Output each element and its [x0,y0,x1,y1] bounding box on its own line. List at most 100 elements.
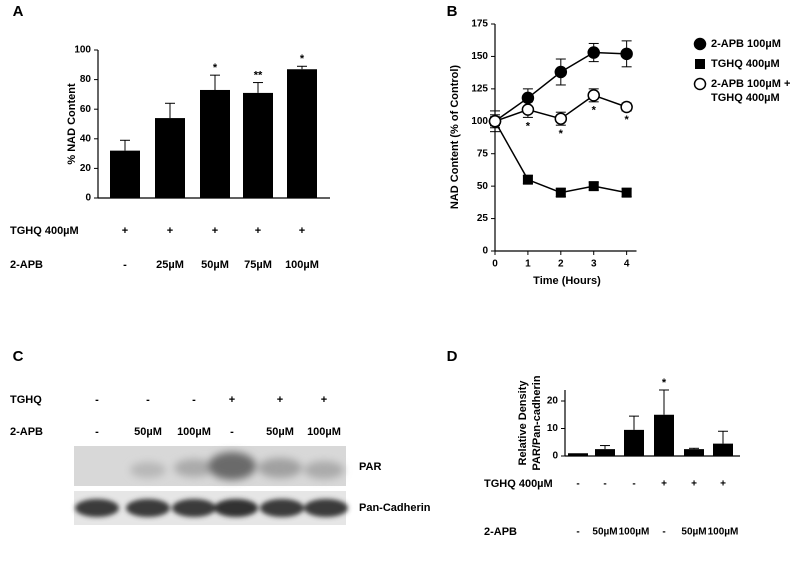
condition-label: TGHQ 400µM [484,478,553,490]
y-tick-label: 80 [80,74,92,85]
data-point [521,91,535,105]
legend-label: 2-APB 100µM + TGHQ 400µM [711,78,791,104]
x-tick-label: 0 [492,259,498,270]
y-tick-label: 50 [477,181,489,192]
condition-value: - [632,479,635,490]
y-tick-label: 40 [80,133,92,144]
significance: * [592,105,597,117]
condition-value: 100µM [307,426,341,438]
legend-label-box: 2-APB 100µM + TGHQ 400µM [711,78,791,104]
bar [624,429,644,456]
legend-label-group: 2-APB 100µM + TGHQ 400µM [711,78,791,104]
legend-label: TGHQ 400µM [711,58,780,70]
bar [110,150,140,198]
y-tick-label: 100 [471,116,488,127]
bar [287,69,317,199]
y-tick-label: 100 [74,45,91,56]
blot-image [74,446,348,525]
y-tick-label: 25 [477,213,489,224]
condition-value: - [192,394,196,406]
condition-value: 50µM [266,426,294,438]
condition-value: + [229,394,235,406]
condition-label: 2-APB [484,526,517,538]
legend-marker [695,59,705,69]
panel-label: B [447,3,458,20]
condition-value: + [122,225,128,237]
y-tick-label: 125 [471,83,488,94]
significance: * [662,377,667,389]
condition-value: 50µM [201,259,229,271]
y-axis-label-box: Relative Density PAR/Pan-cadherin [517,375,543,470]
data-point [620,100,633,114]
significance: * [300,53,305,65]
data-point [522,174,533,185]
condition-value: 50µM [681,527,706,538]
y-tick-label: 20 [80,163,92,174]
y-tick-label: 0 [482,246,488,257]
condition-value: - [230,426,234,438]
bar [684,449,704,456]
data-point [554,65,568,79]
condition-value: - [123,259,127,271]
x-tick-label: 4 [624,259,630,270]
bar [155,118,185,198]
condition-value: + [691,479,697,490]
band-label: PAR [359,461,381,473]
y-tick-label: 150 [471,51,488,62]
bar [243,92,273,198]
condition-value: + [167,225,173,237]
y-tick-label: 175 [471,19,488,30]
x-tick-label: 3 [591,259,597,270]
condition-label: 2-APB [10,259,43,271]
condition-value: 100µM [177,426,211,438]
condition-value: + [212,225,218,237]
y-tick-label: 60 [80,104,92,115]
data-point [621,187,632,198]
condition-value: - [576,479,579,490]
data-point [587,46,600,59]
legend-label-box: 2-APB 100µM [711,38,781,50]
bar [713,443,733,456]
y-tick-label: 10 [547,423,559,434]
par-smears [130,452,344,480]
condition-value: 50µM [134,426,162,438]
panel-label: C [13,348,24,365]
condition-value: 100µM [619,527,650,538]
data-point [554,112,568,125]
data-point [588,181,599,192]
legend-marker [693,37,707,51]
condition-value: + [277,394,283,406]
condition-value: - [95,426,99,438]
condition-value: + [661,479,667,490]
legend-label-box: TGHQ 400µM [711,58,780,70]
significance: ** [254,69,263,81]
condition-value: - [146,394,150,406]
condition-value: - [95,394,99,406]
condition-value: + [299,225,305,237]
data-point [620,47,633,61]
legend-label-group: 2-APB 100µM [711,38,781,50]
condition-value: 50µM [592,527,617,538]
x-axis-label: Time (Hours) [533,275,601,287]
y-axis-label-group: Relative Density PAR/Pan-cadherin [517,375,543,470]
bar [654,414,674,456]
bar [568,453,588,456]
y-tick-label: 0 [552,451,558,462]
data-point [488,115,502,128]
condition-value: 75µM [244,259,272,271]
condition-value: - [576,527,579,538]
y-axis-label: NAD Content (% of Control) [449,65,461,210]
x-tick-label: 2 [558,259,564,270]
condition-value: + [255,225,261,237]
condition-label: TGHQ 400µM [10,225,79,237]
condition-value: - [603,479,606,490]
y-axis-label: % NAD Content [66,83,78,165]
x-tick-label: 1 [525,259,531,270]
significance: * [213,62,218,74]
panel-label: A [13,3,24,20]
condition-value: 25µM [156,259,184,271]
y-tick-label: 75 [477,148,489,159]
condition-value: 100µM [708,527,739,538]
